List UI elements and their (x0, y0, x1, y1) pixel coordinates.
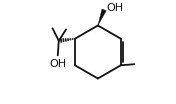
Polygon shape (98, 9, 106, 25)
Text: OH: OH (106, 3, 123, 13)
Text: OH: OH (49, 59, 66, 69)
